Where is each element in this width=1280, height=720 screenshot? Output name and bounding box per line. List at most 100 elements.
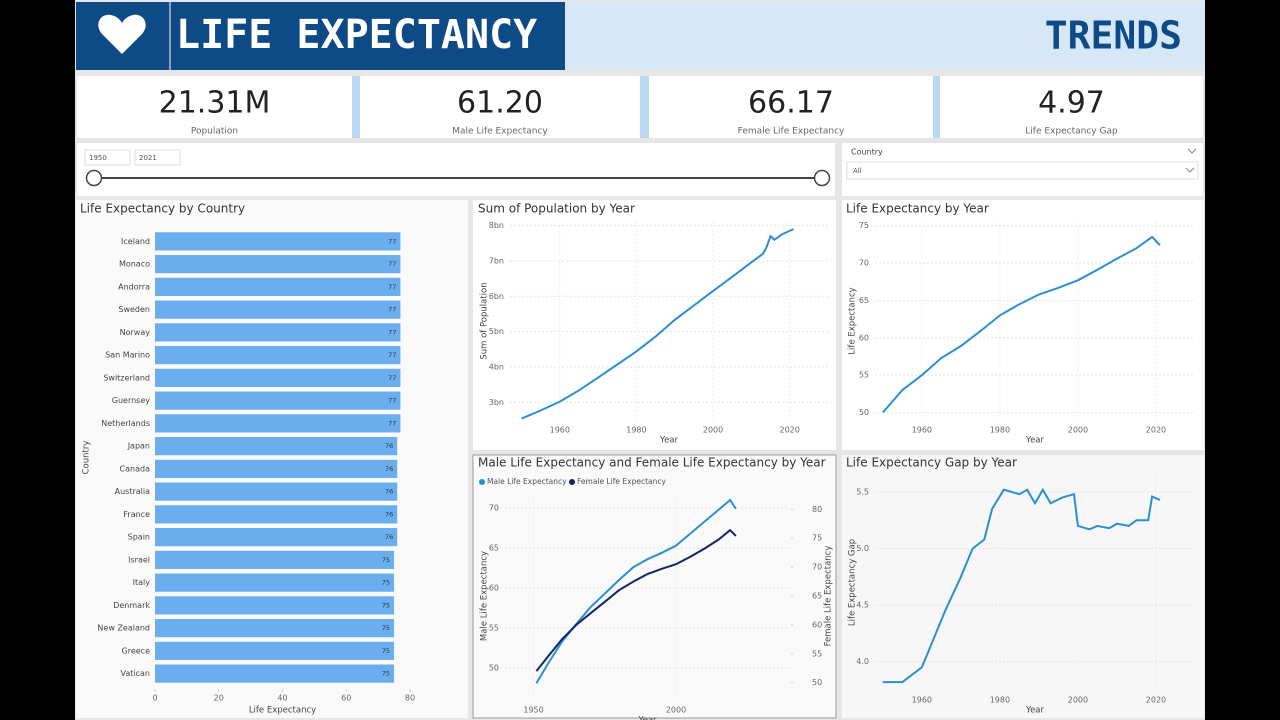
legend-marker: [569, 479, 575, 485]
data-label: 76: [385, 465, 393, 473]
panel: [842, 455, 1204, 718]
y-tick-label: 65: [859, 296, 869, 305]
y-tick-label: Guernsey: [112, 396, 151, 405]
dashboard-subtitle: TRENDS: [1045, 14, 1182, 58]
y-tick-label: 50: [859, 408, 869, 417]
filter-value: All: [853, 167, 862, 175]
x-tick-label: 2000: [1068, 696, 1088, 705]
data-label: 76: [385, 533, 393, 541]
kpi-separator: [352, 76, 360, 138]
data-label: 75: [382, 670, 390, 678]
kpi-card: [940, 76, 1203, 138]
y-tick-label: Monaco: [119, 260, 150, 269]
kpi-value: 21.31M: [159, 86, 271, 121]
y-axis-label: Life Expectancy Gap: [848, 539, 858, 626]
y-tick-label: 70: [489, 504, 499, 513]
y-tick-label: San Marino: [105, 351, 150, 360]
collapse-chevron[interactable]: [1187, 148, 1197, 154]
y2-axis-label: Female Life Expectancy: [824, 546, 834, 647]
x-tick-label: 2020: [1146, 426, 1166, 435]
bar: [155, 437, 398, 456]
data-label: 76: [385, 488, 393, 496]
y-tick-label: Canada: [120, 464, 151, 473]
y-tick-label: 4.5: [856, 601, 869, 610]
data-label: 77: [388, 328, 396, 336]
x-tick-label: 40: [277, 694, 287, 703]
data-label: 77: [388, 374, 396, 382]
bar: [155, 255, 401, 274]
y-tick-label: 3bn: [489, 398, 504, 407]
y-tick-label: Australia: [115, 487, 150, 496]
y-tick-label: Denmark: [113, 601, 150, 610]
y2-tick-label: 60: [812, 620, 822, 629]
line-series: [882, 235, 1161, 414]
x-tick-label: 1980: [990, 696, 1010, 705]
dropdown-chevron[interactable]: [1185, 167, 1195, 173]
y-tick-label: 55: [489, 624, 499, 633]
end-year-box[interactable]: [134, 149, 181, 166]
data-label: 77: [388, 260, 396, 268]
y-tick-label: 5.0: [856, 544, 869, 553]
y-tick-label: Japan: [127, 442, 150, 451]
heart-icon: [98, 14, 146, 55]
charts: Life Expectancy by Country 0 20 40 60 80 Icela…: [80, 202, 1195, 720]
kpi-value: 61.20: [457, 86, 543, 121]
bar: [155, 550, 395, 569]
x-tick-label: 1960: [912, 696, 932, 705]
panel: [473, 200, 836, 450]
x-axis-label: Year: [638, 716, 658, 720]
kpi-row: 21.31M Population 61.20 Male Life Expectanc…: [77, 76, 1203, 138]
subtitle-banner: [565, 2, 1204, 70]
data-label: 77: [388, 306, 396, 314]
y-tick-label: 60: [489, 584, 499, 593]
data-label: 77: [388, 237, 396, 245]
data-label: 75: [382, 601, 390, 609]
y-tick-label: 4.0: [856, 657, 869, 666]
x-axis-label: Life Expectancy: [249, 706, 316, 716]
data-label: 75: [382, 624, 390, 632]
y-tick-label: Spain: [128, 533, 150, 542]
y-axis-label: Male Life Expectancy: [480, 551, 490, 641]
slider-handle-start[interactable]: [85, 169, 103, 187]
x-axis-label: Year: [1025, 436, 1045, 446]
kpi-value: 4.97: [1038, 86, 1105, 121]
chart-title: Life Expectancy by Country: [80, 202, 245, 216]
bar: [155, 300, 401, 319]
end-year: 2021: [139, 154, 157, 162]
slider-handle-end[interactable]: [813, 169, 831, 187]
kpi-card: [77, 76, 352, 138]
data-label: 77: [388, 397, 396, 405]
x-tick-label: 2020: [780, 426, 800, 435]
kpi-label: Population: [191, 127, 238, 137]
x-tick-label: 1960: [550, 426, 570, 435]
bar: [155, 573, 395, 592]
y-tick-label: 65: [489, 544, 499, 553]
bar: [155, 482, 398, 501]
x-tick-label: 2000: [1068, 426, 1088, 435]
y-tick-label: Netherlands: [101, 419, 150, 428]
x-tick-label: 80: [405, 694, 415, 703]
y-tick-label: France: [123, 510, 150, 519]
bar: [155, 664, 395, 683]
x-tick-label: 1980: [990, 426, 1010, 435]
start-year-box[interactable]: [84, 149, 131, 166]
y-tick-label: Vatican: [121, 669, 150, 678]
y-tick-label: 4bn: [489, 362, 504, 371]
country-dropdown[interactable]: [846, 161, 1199, 180]
y2-tick-label: 65: [812, 592, 822, 601]
kpi-label: Female Life Expectancy: [738, 127, 845, 137]
x-tick-label: 2000: [703, 426, 723, 435]
year-slicer: [77, 143, 835, 196]
x-tick-label: 2000: [666, 706, 686, 715]
data-label: 75: [382, 647, 390, 655]
line-series: [521, 228, 794, 420]
x-axis-label: Year: [1025, 706, 1045, 716]
y-axis-label: Sum of Population: [480, 282, 490, 359]
y-tick-label: Italy: [133, 578, 151, 587]
bar: [155, 596, 395, 615]
y-tick-label: Iceland: [121, 237, 150, 246]
y-tick-label: 55: [859, 371, 869, 380]
data-label: 76: [385, 442, 393, 450]
dashboard-title: LIFE EXPECTANCY: [176, 12, 537, 58]
